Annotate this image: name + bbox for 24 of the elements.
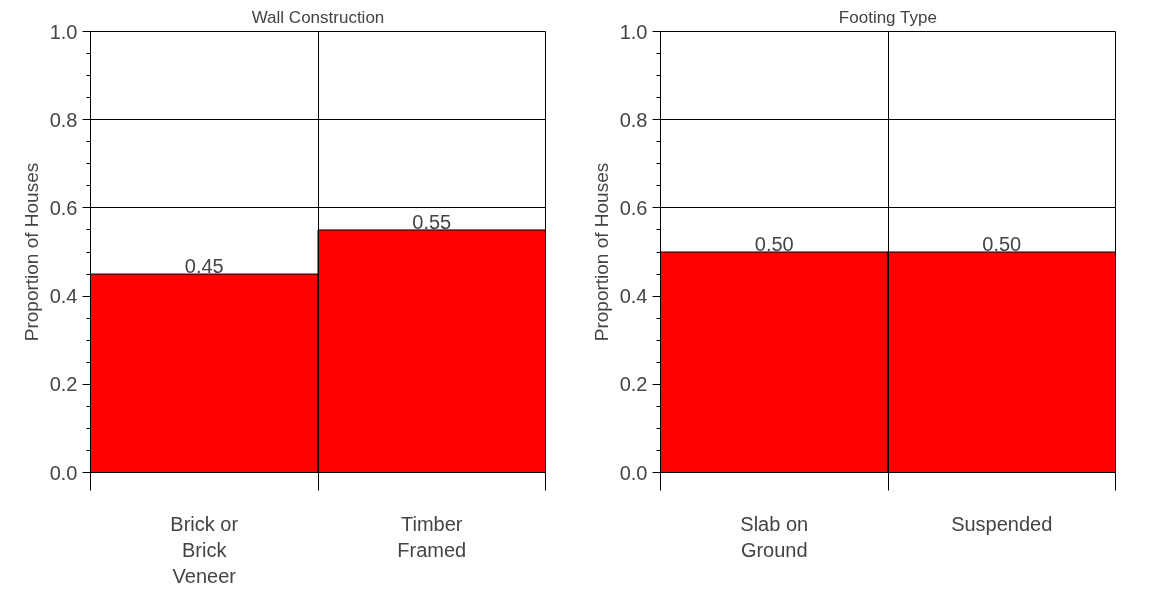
y-tick-label: 0.4	[49, 285, 78, 308]
x-tick-label: Suspended	[951, 512, 1053, 535]
y-tick-label: 0.4	[619, 285, 648, 308]
y-axis-title: Proportion of Houses	[590, 162, 612, 342]
y-tick-label: 0.0	[619, 461, 648, 484]
data-label: 0.50	[982, 233, 1022, 255]
chart-title: Wall Construction	[251, 7, 385, 27]
y-tick-label: 0.2	[619, 373, 648, 396]
y-tick-label: 1.0	[619, 20, 648, 43]
y-tick-label: 1.0	[49, 20, 78, 43]
data-label: 0.45	[184, 255, 224, 278]
chart-title: Footing Type	[838, 7, 937, 27]
y-tick-label: 0.6	[619, 196, 648, 219]
y-tick-label: 0.8	[619, 108, 648, 131]
x-tick-label: Slab on Ground	[740, 512, 809, 561]
x-tick-label: Timber Framed	[397, 512, 467, 561]
data-label: 0.55	[412, 210, 452, 233]
y-tick-label: 0.0	[49, 461, 78, 484]
y-tick-label: 0.8	[49, 108, 78, 131]
y-tick-label: 0.2	[49, 373, 78, 396]
y-tick-label: 0.6	[49, 196, 78, 219]
y-axis-title: Proportion of Houses	[20, 162, 42, 342]
data-label: 0.50	[754, 233, 794, 255]
x-tick-label: Brick or Brick Veneer	[170, 512, 239, 588]
